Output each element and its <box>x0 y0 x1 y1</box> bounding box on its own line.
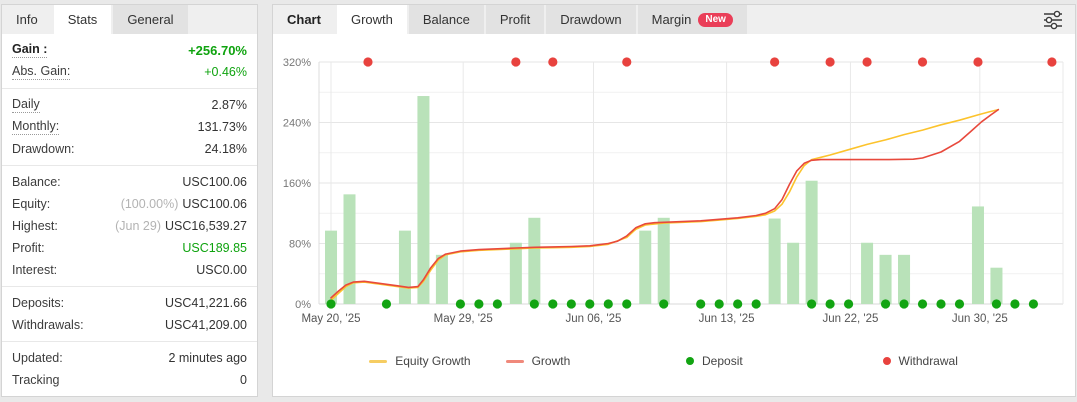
tab-balance[interactable]: Balance <box>408 5 484 34</box>
stat-value-interest: USC0.00 <box>196 263 247 277</box>
new-badge: New <box>698 12 733 27</box>
grid <box>318 61 1064 305</box>
stats-group: Updated: 2 minutes ago Tracking 0 <box>2 342 257 396</box>
legend-item-withdrawal[interactable]: Withdrawal <box>882 351 958 371</box>
sliders-icon <box>1044 10 1062 30</box>
stat-label-highest: Highest: <box>12 219 58 233</box>
svg-text:240%: 240% <box>283 118 311 130</box>
stat-row-tracking: Tracking 0 <box>2 369 257 391</box>
svg-text:160%: 160% <box>283 178 311 190</box>
stat-value-updated: 2 minutes ago <box>168 351 247 365</box>
stat-row-highest: Highest: (Jun 29) USC16,539.27 <box>2 215 257 237</box>
stat-row-daily: Daily 2.87% <box>2 94 257 116</box>
chart-tabbar: Chart Growth Balance Profit Drawdown Margin N… <box>273 5 1075 34</box>
svg-text:Jun 13, '25: Jun 13, '25 <box>699 313 755 325</box>
stat-label-tracking: Tracking <box>12 373 60 387</box>
stat-label-withdrawals: Withdrawals: <box>12 318 84 332</box>
stats-panel: Info Stats General Gain : +256.70% Abs. Gain… <box>1 4 258 397</box>
withdrawal-markers <box>363 57 1057 67</box>
tab-margin[interactable]: Margin New <box>637 5 747 34</box>
stat-label-abs-gain[interactable]: Abs. Gain: <box>12 64 71 80</box>
stats-group: Gain : +256.70% Abs. Gain: +0.46% <box>2 34 257 89</box>
stat-value-withdrawals: USC41,209.00 <box>164 318 247 332</box>
stat-row-monthly: Monthly: 131.73% <box>2 116 257 138</box>
stat-value-daily: 2.87% <box>211 98 247 112</box>
stat-value-monthly: 131.73% <box>197 120 247 134</box>
stat-label-drawdown: Drawdown: <box>12 142 75 156</box>
chart-legend: Equity Growth Growth Deposit Withdrawal <box>273 351 1075 371</box>
tab-drawdown[interactable]: Drawdown <box>546 5 636 34</box>
stat-row-drawdown: Drawdown: 24.18% <box>2 138 257 160</box>
stat-value-abs-gain: +0.46% <box>204 65 247 79</box>
stats-group: Balance: USC100.06 Equity: (100.00%) USC100.… <box>2 166 257 287</box>
tab-profit[interactable]: Profit <box>485 5 545 34</box>
stat-label-interest: Interest: <box>12 263 58 277</box>
legend-label: Withdrawal <box>898 354 958 368</box>
svg-text:May 20, '25: May 20, '25 <box>301 313 360 325</box>
legend-label: Equity Growth <box>395 354 471 368</box>
stat-row-deposits: Deposits: USC41,221.66 <box>2 292 257 314</box>
stat-row-equity: Equity: (100.00%) USC100.06 <box>2 193 257 215</box>
stat-value-highest: (Jun 29) USC16,539.27 <box>115 219 247 233</box>
stats-group: Deposits: USC41,221.66 Withdrawals: USC41,2… <box>2 287 257 342</box>
svg-text:0%: 0% <box>295 299 311 311</box>
tab-growth[interactable]: Growth <box>336 5 407 34</box>
stat-label-daily[interactable]: Daily <box>12 97 40 113</box>
stat-value-drawdown: 24.18% <box>204 142 247 156</box>
stat-value-prefix: (100.00%) <box>120 197 179 211</box>
x-axis-labels: May 20, '25 May 29, '25 Jun 06, '25 Jun 13,… <box>301 313 1007 325</box>
svg-text:Jun 06, '25: Jun 06, '25 <box>566 313 622 325</box>
stat-value-gain: +256.70% <box>188 42 247 58</box>
stat-value-equity: (100.00%) USC100.06 <box>120 197 247 211</box>
svg-text:80%: 80% <box>289 239 311 251</box>
stat-value-tracking: 0 <box>240 373 247 387</box>
svg-text:Jun 30, '25: Jun 30, '25 <box>952 313 1008 325</box>
stat-label-updated: Updated: <box>12 351 63 365</box>
panel-title-chart: Chart <box>287 12 321 27</box>
stat-label-profit: Profit: <box>12 241 45 255</box>
svg-text:320%: 320% <box>283 57 311 69</box>
stats-group: Daily 2.87% Monthly: 131.73% Drawdown: 24.18% <box>2 89 257 166</box>
stat-label-equity: Equity: <box>12 197 51 211</box>
stat-value-prefix: (Jun 29) <box>115 219 161 233</box>
stat-value-profit: USC189.85 <box>182 241 247 255</box>
stats-tabbar: Info Stats General <box>2 5 257 34</box>
growth-legend-swatch <box>505 359 524 363</box>
svg-text:Jun 22, '25: Jun 22, '25 <box>822 313 878 325</box>
stat-row-gain: Gain : +256.70% <box>2 39 257 61</box>
growth-chart: 0% 80% 160% 240% 320% May 20, '25 May 29, '25 J… <box>283 57 1064 325</box>
stat-row-interest: Interest: USC0.00 <box>2 259 257 281</box>
legend-label: Deposit <box>702 354 743 368</box>
stat-label-balance: Balance: <box>12 175 61 189</box>
tab-general[interactable]: General <box>113 5 188 34</box>
tab-stats[interactable]: Stats <box>53 5 112 34</box>
stat-row-profit: Profit: USC189.85 <box>2 237 257 259</box>
svg-text:May 29, '25: May 29, '25 <box>434 313 493 325</box>
stat-row-updated: Updated: 2 minutes ago <box>2 347 257 369</box>
tab-info[interactable]: Info <box>16 12 38 27</box>
chart-panel: Chart Growth Balance Profit Drawdown Margin N… <box>272 4 1076 397</box>
growth-line <box>330 108 1000 299</box>
legend-item-growth[interactable]: Growth <box>505 351 571 371</box>
equity-growth-legend-swatch <box>369 359 388 363</box>
stat-label-deposits: Deposits: <box>12 296 65 310</box>
legend-label: Growth <box>531 354 571 368</box>
stats-body: Gain : +256.70% Abs. Gain: +0.46% Daily 2.87%… <box>2 34 257 396</box>
chart-settings-icon[interactable] <box>1041 10 1065 30</box>
y-axis-labels: 0% 80% 160% 240% 320% <box>283 57 311 311</box>
deposit-legend-swatch <box>686 357 695 365</box>
stat-label-monthly[interactable]: Monthly: <box>12 119 60 135</box>
stat-row-balance: Balance: USC100.06 <box>2 171 257 193</box>
stat-value-balance: USC100.06 <box>182 175 247 189</box>
stat-value-deposits: USC41,221.66 <box>164 296 247 310</box>
deposit-bars <box>325 96 1003 304</box>
stat-label-gain[interactable]: Gain : <box>12 42 48 58</box>
legend-item-equity-growth[interactable]: Equity Growth <box>369 351 471 371</box>
legend-item-deposit[interactable]: Deposit <box>686 351 743 371</box>
stat-row-abs-gain: Abs. Gain: +0.46% <box>2 61 257 83</box>
stat-row-withdrawals: Withdrawals: USC41,209.00 <box>2 314 257 336</box>
deposit-markers <box>326 299 1039 309</box>
withdrawal-legend-swatch <box>882 357 891 365</box>
